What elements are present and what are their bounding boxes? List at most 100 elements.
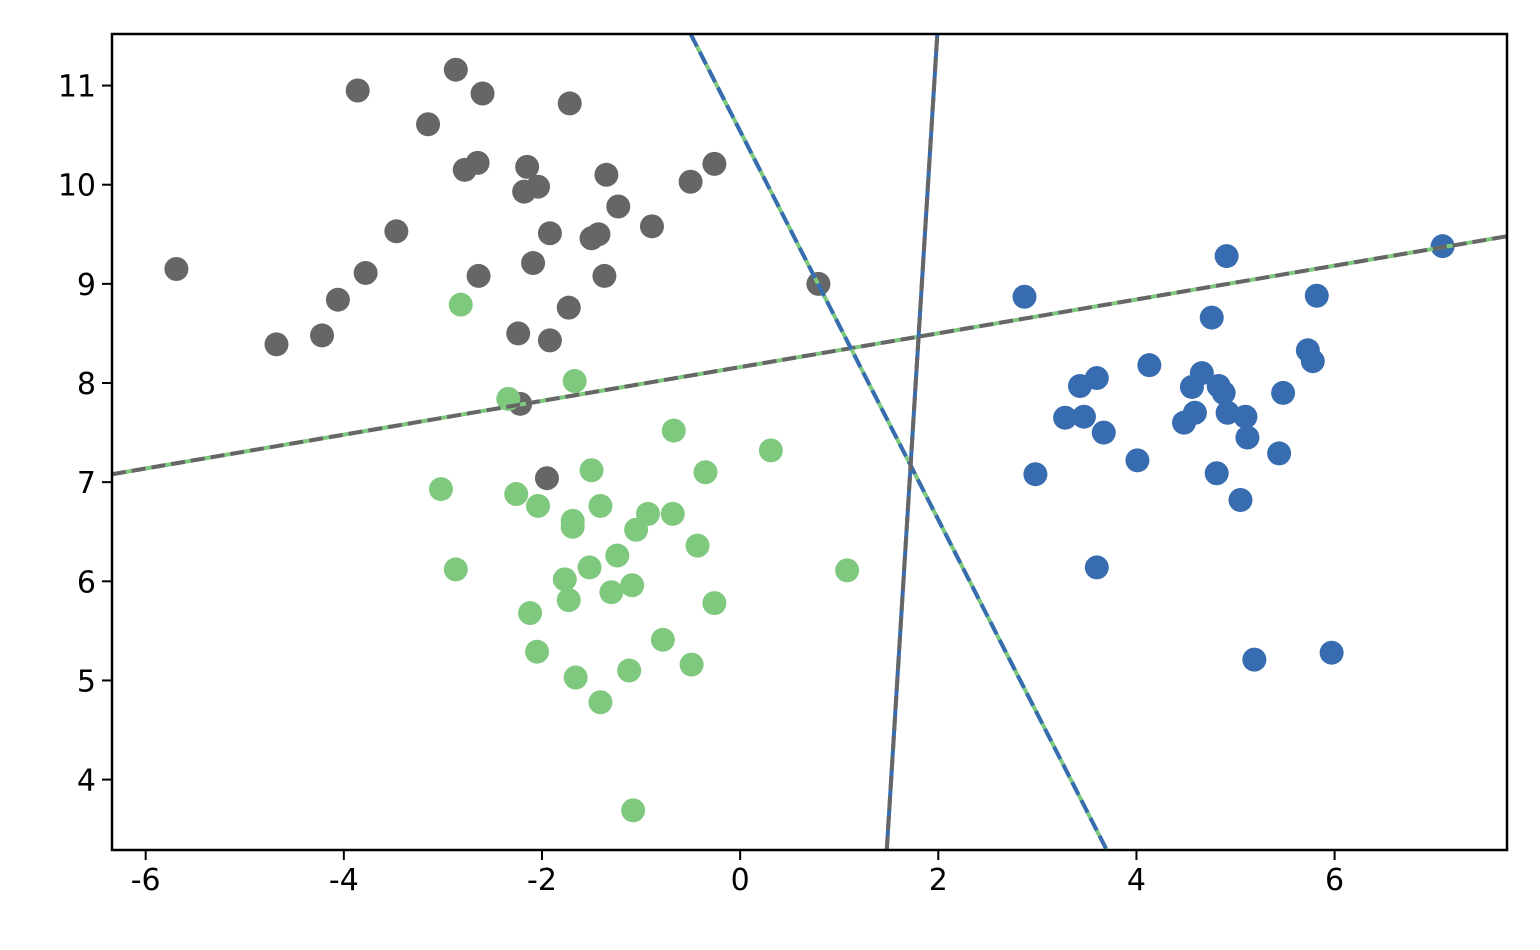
scatter-point [526,174,551,199]
boundary-line [688,34,1109,850]
scatter-point [1053,405,1078,430]
scatter-point [1304,283,1329,308]
scatter-point [521,251,546,276]
scatter-point [606,194,631,219]
scatter-point [1012,284,1037,309]
x-tick-label: 4 [1127,863,1146,898]
x-tick-label: -6 [131,863,161,898]
scatter-point [702,591,727,616]
scatter-point [416,112,441,137]
scatter-point [605,543,630,568]
scatter-point [552,567,577,592]
scatter-point [515,154,540,179]
scatter-point [1235,425,1260,450]
scatter-point [518,601,543,626]
x-tick-label: -4 [329,863,359,898]
scatter-point [1023,462,1048,487]
scatter-point [617,658,642,683]
y-tick-label: 4 [77,764,96,799]
scatter-point [586,222,611,247]
boundary-line-dash [112,234,1507,477]
x-tick-label: 6 [1325,863,1344,898]
scatter-point [470,81,495,106]
scatter-point [1211,380,1236,405]
scatter-point [650,627,675,652]
x-tick-label: 2 [929,863,948,898]
y-tick-label: 8 [77,367,96,402]
scatter-point [443,57,468,82]
scatter-point [588,493,613,518]
scatter-point [1271,380,1296,405]
scatter-point [693,460,718,485]
scatter-point [164,256,189,281]
x-tick-label: -2 [527,863,557,898]
scatter-point [534,466,559,491]
scatter-point [1233,404,1258,429]
scatter-point [685,533,710,558]
boundary-line-dash [884,34,940,850]
scatter-point [563,665,588,690]
scatter-point [661,418,686,443]
scatter-point [1267,441,1292,466]
axes-frame [110,32,1509,852]
scatter-point [537,328,562,353]
boundary-line-dash [688,34,1109,850]
scatter-point [310,323,335,348]
scatter-point [1215,400,1240,425]
scatter-point [556,295,581,320]
scatter-point [599,580,624,605]
scatter-point [620,573,645,598]
scatter-point [592,263,617,288]
y-tick-label: 7 [77,466,96,501]
scatter-point [560,514,585,539]
scatter-point [679,652,704,677]
scatter-point [1199,305,1224,330]
scatter-point [577,555,602,580]
scatter-point [579,458,604,483]
scatter-point [1242,647,1267,672]
scatter-point [1172,410,1197,435]
scatter-point [557,91,582,116]
scatter-point [443,557,468,582]
scatter-point [1137,353,1162,378]
scatter-point [1084,555,1109,580]
scatter-point [525,639,550,664]
scatter-point [835,558,860,583]
scatter-point [562,369,587,394]
scatter-point [353,260,378,285]
scatter-point [624,517,649,542]
scatter-point [465,150,490,175]
scatter-point [1125,448,1150,473]
scatter-point [660,501,685,526]
scatter-point [556,588,581,613]
scatter-point [639,214,664,239]
scatter-point [264,332,289,357]
scatter-point [325,287,350,312]
scatter-point [1067,373,1092,398]
scatter-point [1204,461,1229,486]
scatter-point [384,219,409,244]
scatter-point [448,292,473,317]
scatter-point [678,169,703,194]
scatter-point [428,477,453,502]
scatter-point [526,493,551,518]
scatter-point [594,162,619,187]
x-tick-label: 0 [731,863,750,898]
plot-area [112,34,1507,850]
y-tick-label: 9 [77,268,96,303]
scatter-point [1179,374,1204,399]
scatter-point [621,798,646,823]
scatter-point [1091,420,1116,445]
scatter-point [1228,488,1253,513]
scatter-point [345,78,370,103]
scatter-point [466,263,491,288]
scatter-point [1300,349,1325,374]
scatter-point [758,438,783,463]
scatter-point [504,482,529,507]
scatter-point [506,321,531,346]
scatter-point [702,151,727,176]
y-tick-label: 6 [77,565,96,600]
y-tick-label: 10 [58,169,96,204]
scatter-point [1319,640,1344,665]
